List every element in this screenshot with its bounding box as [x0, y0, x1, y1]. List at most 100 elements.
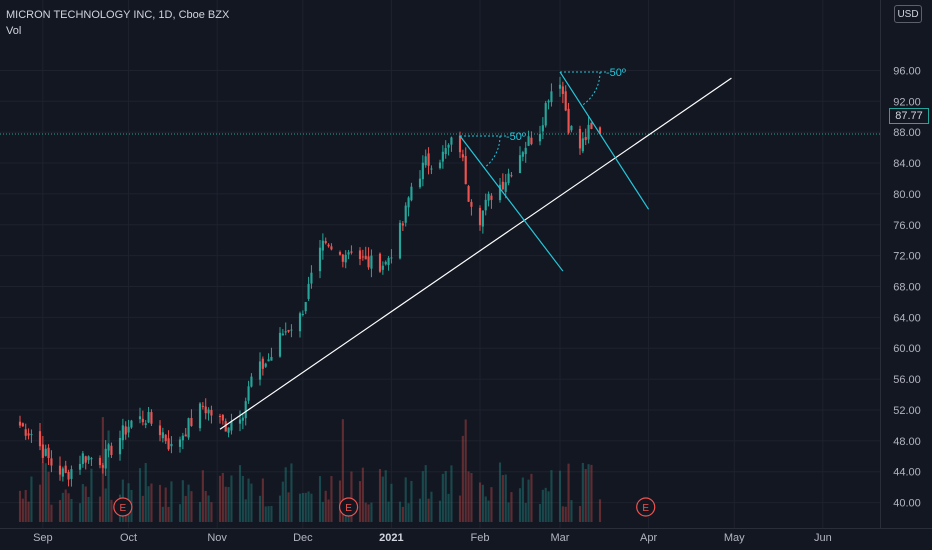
candle-body	[278, 332, 282, 357]
candle-body	[187, 418, 190, 438]
volume-bar	[404, 477, 407, 522]
volume-bar	[441, 473, 444, 522]
price-tick-label: 64.00	[893, 312, 921, 324]
candle-body	[178, 439, 182, 447]
angle-label: -50º	[606, 67, 626, 79]
price-tick-label: 60.00	[893, 343, 921, 355]
volume-bar	[141, 495, 144, 522]
candle-body	[487, 193, 490, 201]
volume-bar	[378, 468, 382, 522]
candle-body	[344, 254, 347, 263]
volume-bar	[461, 435, 464, 522]
volume-bar	[384, 470, 387, 522]
earnings-marker[interactable]: E	[113, 497, 133, 517]
volume-bar	[87, 496, 90, 522]
candle-body	[64, 465, 67, 473]
candle-body	[227, 427, 230, 433]
volume-bar	[481, 484, 484, 522]
candle-body	[438, 162, 442, 169]
candle-body	[127, 426, 130, 433]
candle-body	[501, 181, 504, 190]
volume-bar	[181, 480, 184, 522]
candle-body	[84, 456, 87, 463]
candle-body	[110, 445, 113, 455]
candle-body	[350, 251, 353, 253]
volume-bar	[24, 490, 27, 522]
volume-bar	[447, 493, 450, 522]
candle-body	[181, 435, 184, 441]
volume-indicator-label: Vol	[6, 25, 22, 37]
volume-bar	[184, 495, 187, 522]
candle-body	[570, 125, 573, 131]
earnings-label: E	[120, 503, 127, 514]
time-axis[interactable]: Sep Oct Nov Dec 2021 Feb Mar Apr May Jun	[0, 528, 932, 545]
earnings-label: E	[642, 503, 649, 514]
price-tick-label: 48.00	[893, 436, 921, 448]
price-tick-label: 56.00	[893, 374, 921, 386]
volume-bar	[178, 504, 182, 522]
volume-bar	[187, 484, 190, 522]
candle-body	[407, 197, 410, 208]
volume-bar	[561, 506, 564, 522]
volume-bar	[224, 486, 227, 522]
volume-bar	[147, 486, 150, 522]
angle-label: -50º	[506, 131, 526, 143]
volume-bar	[290, 463, 293, 522]
volume-bar	[81, 484, 84, 522]
earnings-marker[interactable]: E	[636, 497, 656, 517]
candle-body	[590, 122, 593, 129]
volume-bar	[490, 487, 493, 522]
volume-bar	[487, 500, 490, 522]
candle-body	[330, 246, 333, 250]
candle-body	[158, 425, 162, 436]
candle-body	[44, 448, 47, 456]
candle-body	[290, 329, 293, 331]
candle-body	[244, 401, 247, 419]
price-axis[interactable]: 96.00 92.00 88.00 84.00 80.00 76.00 72.00 68.00…	[880, 0, 921, 528]
angle-arc	[581, 71, 601, 107]
candle-body	[124, 426, 127, 435]
candle-body	[258, 361, 262, 380]
candle-body	[587, 124, 590, 140]
candle-body	[241, 417, 244, 421]
volume-bar	[210, 502, 213, 522]
volume-bar	[261, 478, 264, 522]
volume-bar	[278, 495, 282, 522]
volume-bar	[530, 473, 533, 522]
volume-bar	[270, 505, 273, 522]
currency-button[interactable]: USD	[894, 5, 922, 23]
candle-body	[307, 283, 310, 299]
candle-body	[218, 415, 222, 417]
angle-line	[459, 135, 564, 272]
candle-body	[321, 240, 324, 251]
price-tick-label: 72.00	[893, 251, 921, 263]
candle-body	[581, 138, 584, 152]
volume-bar	[230, 475, 233, 522]
volume-bar	[98, 496, 102, 522]
candle-body	[558, 84, 562, 89]
volume-bar	[324, 490, 327, 522]
volume-bar	[544, 487, 547, 522]
volume-bar	[424, 465, 427, 522]
candle-body	[538, 134, 542, 142]
time-tick-label: May	[724, 532, 745, 544]
volume-bar	[167, 506, 170, 522]
chart-drawings[interactable]: -50º -50º	[0, 67, 880, 430]
candle-body	[467, 186, 470, 202]
volume-bars	[18, 417, 602, 522]
volume-bar	[164, 487, 167, 522]
candle-body	[404, 205, 407, 223]
candle-body	[167, 438, 170, 450]
volume-bar	[401, 506, 404, 522]
candle-body	[390, 257, 393, 259]
time-tick-label: 2021	[379, 532, 403, 544]
volume-bar	[267, 506, 270, 522]
candle-body	[444, 148, 447, 155]
candle-body	[567, 108, 570, 133]
candle-body	[204, 406, 207, 414]
earnings-marker[interactable]: E	[338, 497, 359, 517]
angle-line	[559, 71, 650, 210]
price-tick-label: 88.00	[893, 127, 921, 139]
